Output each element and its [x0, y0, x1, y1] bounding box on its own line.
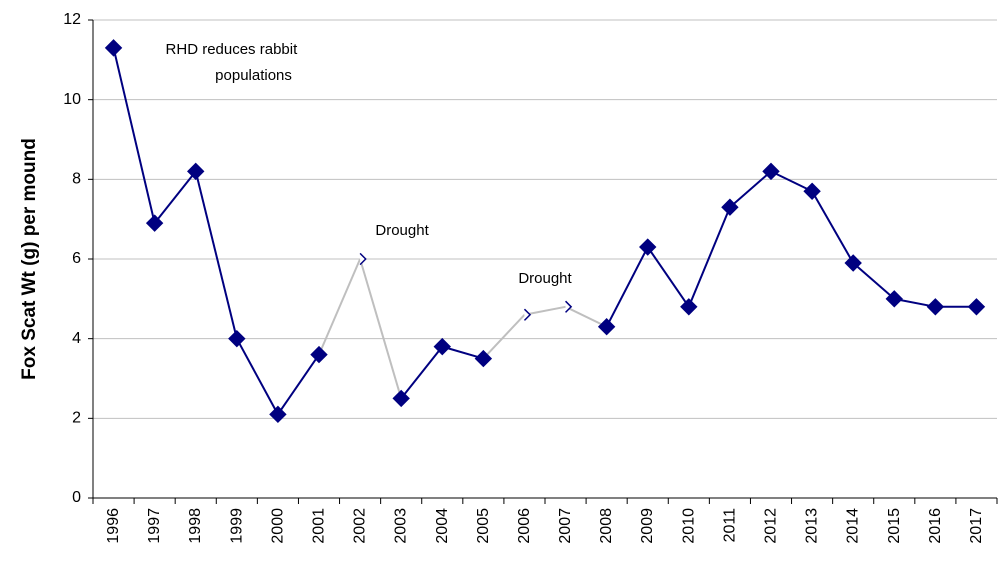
x-tick-label: 1998: [187, 508, 204, 544]
annotation: Drought: [518, 270, 572, 287]
x-tick-label: 2008: [598, 508, 615, 544]
line-segment: [811, 190, 855, 264]
x-tick-label: 2006: [516, 508, 533, 544]
y-tick-label: 12: [63, 11, 81, 28]
marker: [762, 162, 780, 181]
marker: [885, 290, 903, 308]
marker: [433, 337, 451, 356]
line-segment: [153, 170, 197, 224]
x-tick-label: 2002: [352, 508, 369, 544]
marker: [565, 300, 573, 313]
marker: [967, 298, 986, 316]
x-tick-label: 2001: [311, 508, 328, 544]
x-tick-label: 1996: [105, 508, 122, 544]
x-tick-label: 2003: [393, 508, 410, 544]
x-tick-label: 2009: [639, 508, 656, 544]
y-tick-label: 0: [72, 489, 81, 506]
line-segment: [441, 345, 484, 360]
marker: [269, 405, 287, 424]
x-tick-label: 2012: [763, 508, 780, 544]
x-tick-label: 2004: [434, 508, 451, 544]
line-segment: [729, 170, 772, 208]
x-tick-label: 2013: [804, 508, 821, 544]
x-tick-label: 2005: [475, 508, 492, 544]
line-segment: [605, 246, 649, 328]
marker: [523, 308, 532, 321]
marker: [639, 238, 657, 256]
marker: [926, 298, 945, 316]
marker: [187, 162, 205, 181]
x-tick-label: 1997: [146, 508, 163, 544]
marker: [721, 198, 739, 216]
y-tick-label: 8: [72, 171, 81, 188]
line-segment: [852, 262, 895, 300]
x-tick-label: 2000: [269, 508, 286, 544]
x-tick-label: 2007: [557, 508, 574, 544]
line-segment: [318, 258, 362, 355]
marker: [228, 329, 246, 348]
line-segment: [235, 338, 279, 415]
line-segment: [277, 354, 320, 415]
marker: [474, 349, 493, 368]
marker: [680, 298, 698, 316]
y-axis-label: Fox Scat Wt (g) per mound: [19, 138, 40, 380]
x-tick-label: 1999: [228, 508, 245, 544]
x-tick-label: 2010: [680, 508, 697, 544]
marker: [803, 182, 821, 200]
line-segment: [646, 246, 690, 308]
marker: [145, 214, 164, 232]
line-segment: [565, 305, 608, 328]
marker: [597, 318, 616, 336]
x-tick-label: 2016: [927, 508, 944, 544]
line-segment: [482, 314, 526, 360]
x-tick-label: 2015: [886, 508, 903, 544]
line-segment: [400, 346, 444, 400]
line-segment: [770, 170, 813, 193]
marker: [310, 345, 328, 364]
annotation: Drought: [375, 222, 429, 239]
line-segment: [112, 47, 156, 224]
x-tick-label: 2014: [845, 508, 862, 544]
x-tick-label: 2017: [968, 508, 985, 544]
line-segment: [194, 171, 238, 339]
marker: [844, 254, 862, 272]
annotation: RHD reduces rabbit: [166, 41, 299, 58]
marker: [104, 39, 123, 57]
marker: [392, 389, 410, 408]
y-tick-label: 6: [72, 250, 81, 267]
y-tick-label: 10: [63, 91, 81, 108]
y-tick-label: 4: [72, 330, 81, 347]
annotation: populations: [215, 67, 292, 84]
x-tick-label: 2011: [721, 508, 738, 543]
line-segment: [687, 206, 731, 308]
y-tick-label: 2: [72, 410, 81, 427]
marker: [359, 252, 367, 266]
line-segment: [359, 258, 403, 399]
line-segment: [524, 305, 566, 316]
